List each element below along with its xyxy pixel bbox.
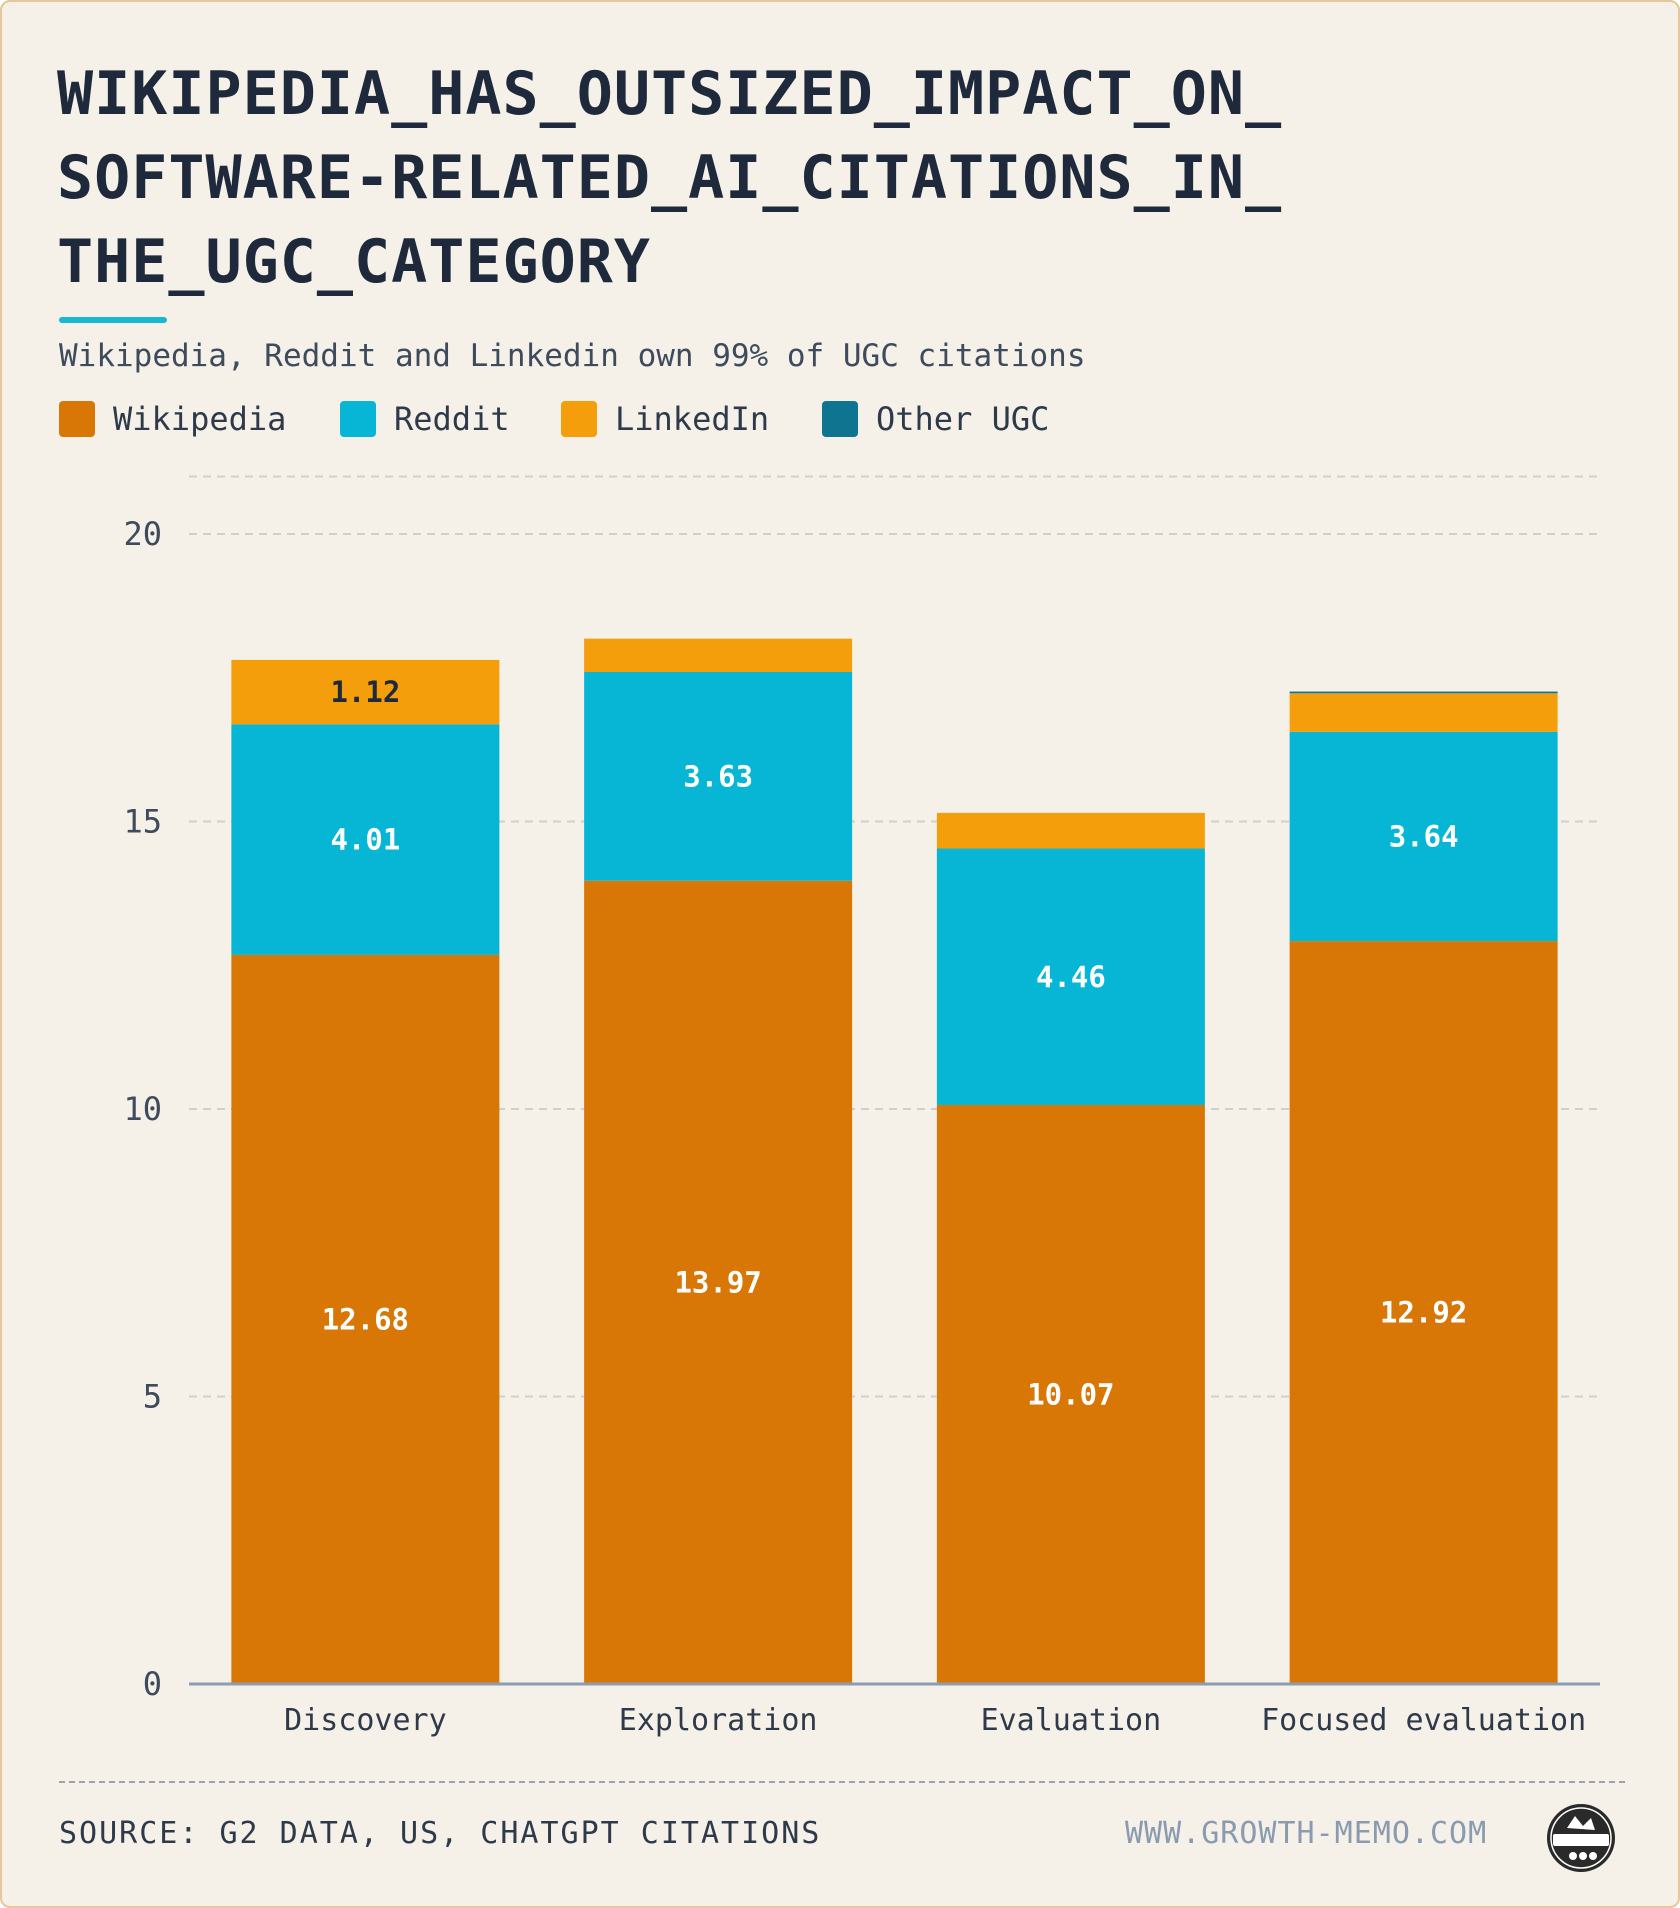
bar-segment-other-ugc	[1289, 691, 1558, 694]
x-tick-label: Discovery	[284, 1703, 447, 1738]
bar-segment-wikipedia	[231, 954, 500, 1684]
bar-segment-linkedin	[1289, 693, 1558, 732]
y-tick-label: 15	[123, 803, 162, 841]
y-tick-label: 5	[143, 1378, 162, 1416]
data-label: 12.92	[1380, 1296, 1467, 1330]
data-label: 4.46	[1036, 960, 1106, 994]
data-label: 4.01	[330, 823, 400, 857]
y-tick-label: 10	[123, 1090, 162, 1128]
title-line: SOFTWARE-RELATED_AI_CITATIONS_IN_	[57, 143, 1283, 213]
data-label: 3.64	[1389, 819, 1459, 853]
y-tick-label: 0	[143, 1665, 162, 1703]
legend-label: Wikipedia	[113, 400, 287, 438]
bar-segment-wikipedia	[936, 1104, 1205, 1684]
bar-segment-reddit	[1289, 731, 1558, 942]
data-label: 12.68	[322, 1302, 409, 1336]
x-tick-label: Evaluation	[981, 1703, 1162, 1738]
source-note: SOURCE: G2 DATA, US, CHATGPT CITATIONS	[59, 1816, 822, 1851]
legend-swatch	[59, 401, 95, 437]
title-line: WIKIPEDIA_HAS_OUTSIZED_IMPACT_ON_	[57, 59, 1283, 129]
data-label: 10.07	[1027, 1377, 1114, 1411]
bar-segment-wikipedia	[584, 880, 853, 1684]
data-label: 3.63	[683, 759, 753, 793]
chart-plot: 0 5 10 15 20 12.68 4.01 1.12 Discovery 13.97 3.63 E…	[123, 475, 1600, 1738]
x-tick-label: Focused evaluation	[1261, 1703, 1586, 1738]
footer-divider	[59, 1781, 1625, 1783]
title-line: THE_UGC_CATEGORY	[57, 227, 651, 297]
data-label: 13.97	[674, 1265, 761, 1299]
legend-swatch	[340, 401, 376, 437]
bar-segment-linkedin	[584, 638, 853, 672]
bar-segment-linkedin	[936, 812, 1205, 849]
y-tick-label: 20	[123, 515, 162, 553]
legend-label: LinkedIn	[615, 400, 770, 438]
website-link[interactable]: WWW.GROWTH-MEMO.COM	[1125, 1816, 1488, 1851]
growth-memo-logo-icon	[1547, 1804, 1615, 1872]
legend-swatch	[561, 401, 597, 437]
bar-segment-linkedin	[231, 659, 500, 725]
legend-label: Reddit	[394, 400, 510, 438]
title-accent-bar	[59, 317, 167, 323]
bar-segment-reddit	[584, 672, 853, 881]
chart-title: WIKIPEDIA_HAS_OUTSIZED_IMPACT_ON_ SOFTWA…	[57, 52, 1617, 304]
bar-segment-reddit	[231, 724, 500, 955]
legend-label: Other UGC	[876, 400, 1050, 438]
legend-swatch	[822, 401, 858, 437]
x-tick-label: Exploration	[619, 1703, 818, 1738]
data-label: 1.12	[330, 675, 400, 709]
bar-segment-wikipedia	[1289, 941, 1558, 1684]
chart-subtitle: Wikipedia, Reddit and Linkedin own 99% o…	[59, 338, 1086, 374]
bar-segment-reddit	[936, 848, 1205, 1105]
